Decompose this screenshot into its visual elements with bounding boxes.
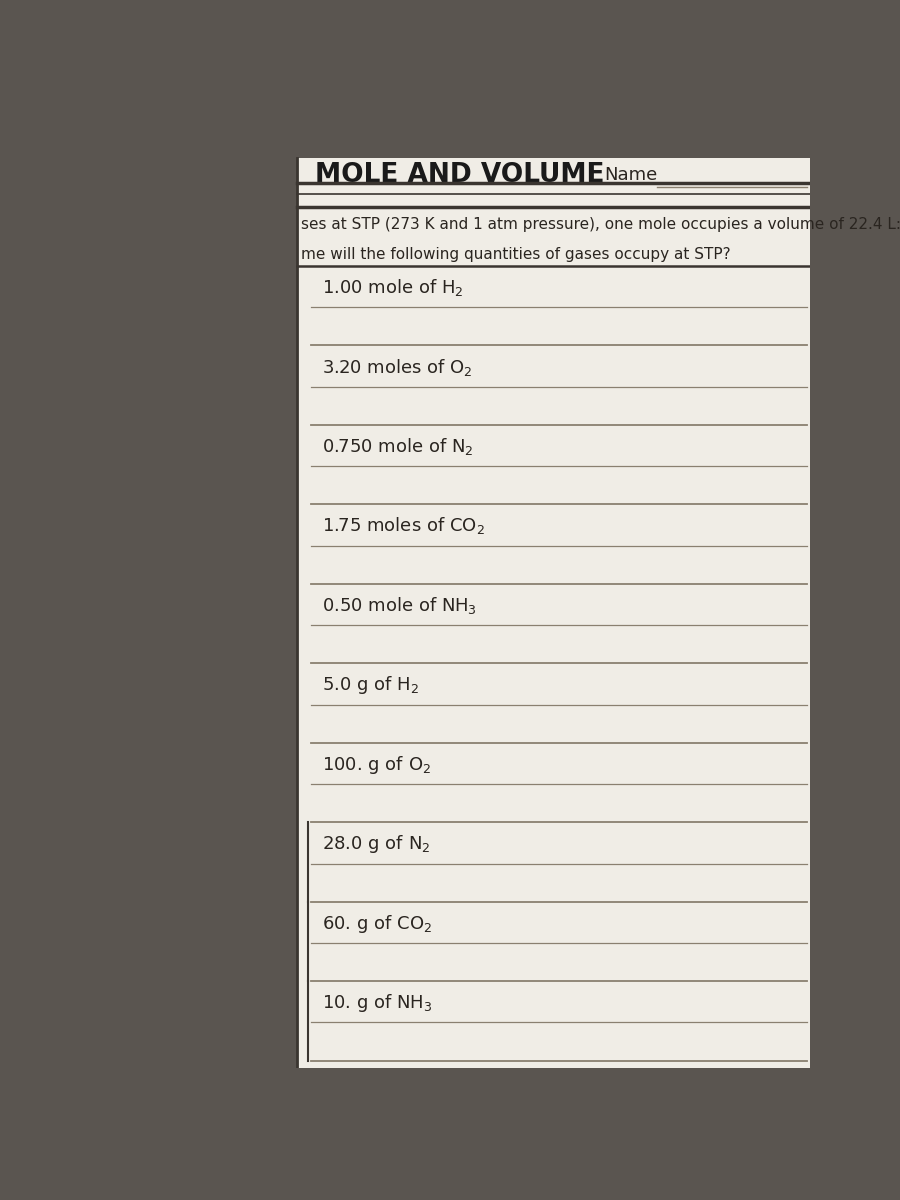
Text: 0.50 mole of NH$_{3}$: 0.50 mole of NH$_{3}$ bbox=[322, 595, 476, 616]
Text: ses at STP (273 K and 1 atm pressure), one mole occupies a volume of 22.4 L:  Wh: ses at STP (273 K and 1 atm pressure), o… bbox=[301, 217, 900, 232]
Bar bbox=[297, 158, 810, 1068]
Text: 10. g of NH$_{3}$: 10. g of NH$_{3}$ bbox=[322, 992, 432, 1014]
Text: me will the following quantities of gases occupy at STP?: me will the following quantities of gase… bbox=[301, 247, 731, 263]
Text: 0.750 mole of N$_{2}$: 0.750 mole of N$_{2}$ bbox=[322, 436, 473, 457]
Text: 28.0 g of N$_{2}$: 28.0 g of N$_{2}$ bbox=[322, 833, 430, 856]
Text: Name: Name bbox=[604, 167, 658, 185]
Text: 100. g of O$_{2}$: 100. g of O$_{2}$ bbox=[322, 754, 431, 776]
Text: 1.00 mole of H$_{2}$: 1.00 mole of H$_{2}$ bbox=[322, 277, 464, 298]
Text: MOLE AND VOLUME: MOLE AND VOLUME bbox=[315, 162, 604, 188]
Text: 60. g of CO$_{2}$: 60. g of CO$_{2}$ bbox=[322, 913, 432, 935]
Text: 1.75 moles of CO$_{2}$: 1.75 moles of CO$_{2}$ bbox=[322, 516, 484, 536]
Text: 5.0 g of H$_{2}$: 5.0 g of H$_{2}$ bbox=[322, 674, 418, 696]
Text: 3.20 moles of O$_{2}$: 3.20 moles of O$_{2}$ bbox=[322, 356, 472, 378]
